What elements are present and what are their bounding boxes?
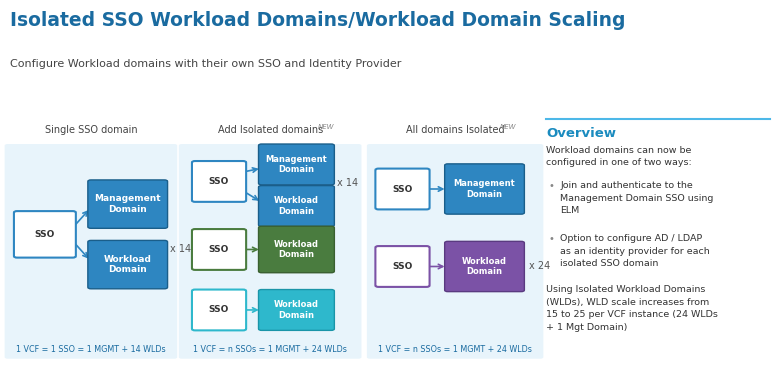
Text: Add Isolated domains: Add Isolated domains <box>217 125 323 135</box>
FancyBboxPatch shape <box>259 144 334 185</box>
Text: Isolated SSO Workload Domains/Workload Domain Scaling: Isolated SSO Workload Domains/Workload D… <box>10 11 625 30</box>
Text: Using Isolated Workload Domains
(WLDs), WLD scale increases from
15 to 25 per VC: Using Isolated Workload Domains (WLDs), … <box>546 285 718 332</box>
Text: Join and authenticate to the
Management Domain SSO using
ELM: Join and authenticate to the Management … <box>560 181 714 215</box>
FancyBboxPatch shape <box>444 164 525 214</box>
Text: Configure Workload domains with their own SSO and Identity Provider: Configure Workload domains with their ow… <box>10 59 402 68</box>
Text: NEW: NEW <box>318 124 334 130</box>
FancyBboxPatch shape <box>259 186 334 226</box>
Text: Management
Domain: Management Domain <box>454 179 515 199</box>
Text: Option to configure AD / LDAP
as an identity provider for each
isolated SSO doma: Option to configure AD / LDAP as an iden… <box>560 234 710 268</box>
Text: x 14: x 14 <box>170 245 191 254</box>
FancyBboxPatch shape <box>192 290 246 330</box>
FancyBboxPatch shape <box>14 211 76 258</box>
Text: •: • <box>549 234 555 244</box>
Text: SSO: SSO <box>209 177 229 186</box>
Text: Workload
Domain: Workload Domain <box>274 196 319 216</box>
FancyBboxPatch shape <box>259 226 334 273</box>
FancyBboxPatch shape <box>5 144 177 359</box>
Text: Workload
Domain: Workload Domain <box>104 255 152 274</box>
Text: Workload
Domain: Workload Domain <box>274 240 319 259</box>
FancyBboxPatch shape <box>444 242 525 292</box>
Text: Overview: Overview <box>546 127 616 139</box>
Text: 1 VCF = n SSOs = 1 MGMT + 24 WLDs: 1 VCF = n SSOs = 1 MGMT + 24 WLDs <box>378 345 532 354</box>
Text: 1 VCF = 1 SSO = 1 MGMT + 14 WLDs: 1 VCF = 1 SSO = 1 MGMT + 14 WLDs <box>16 345 166 354</box>
Text: •: • <box>549 181 555 191</box>
Text: Management
Domain: Management Domain <box>94 194 161 214</box>
Text: 1 VCF = n SSOs = 1 MGMT + 24 WLDs: 1 VCF = n SSOs = 1 MGMT + 24 WLDs <box>194 345 347 354</box>
FancyBboxPatch shape <box>375 169 430 209</box>
FancyBboxPatch shape <box>367 144 543 359</box>
FancyBboxPatch shape <box>88 180 168 228</box>
Text: x 14: x 14 <box>337 178 358 188</box>
Text: SSO: SSO <box>392 184 413 194</box>
Text: Workload domains can now be
configured in one of two ways:: Workload domains can now be configured i… <box>546 146 692 167</box>
Text: x 24: x 24 <box>529 262 550 271</box>
Text: SSO: SSO <box>35 230 55 239</box>
Text: Workload
Domain: Workload Domain <box>462 257 507 276</box>
Text: NEW: NEW <box>500 124 516 130</box>
FancyBboxPatch shape <box>192 229 246 270</box>
Text: SSO: SSO <box>209 305 229 314</box>
FancyBboxPatch shape <box>179 144 361 359</box>
FancyBboxPatch shape <box>192 161 246 202</box>
Text: Single SSO domain: Single SSO domain <box>45 125 137 135</box>
Text: All domains Isolated: All domains Isolated <box>406 125 505 135</box>
Text: Workload
Domain: Workload Domain <box>274 300 319 320</box>
FancyBboxPatch shape <box>259 290 334 330</box>
FancyBboxPatch shape <box>88 240 168 289</box>
Text: Management
Domain: Management Domain <box>265 155 327 174</box>
Text: SSO: SSO <box>392 262 413 271</box>
FancyBboxPatch shape <box>375 246 430 287</box>
Text: SSO: SSO <box>209 245 229 254</box>
